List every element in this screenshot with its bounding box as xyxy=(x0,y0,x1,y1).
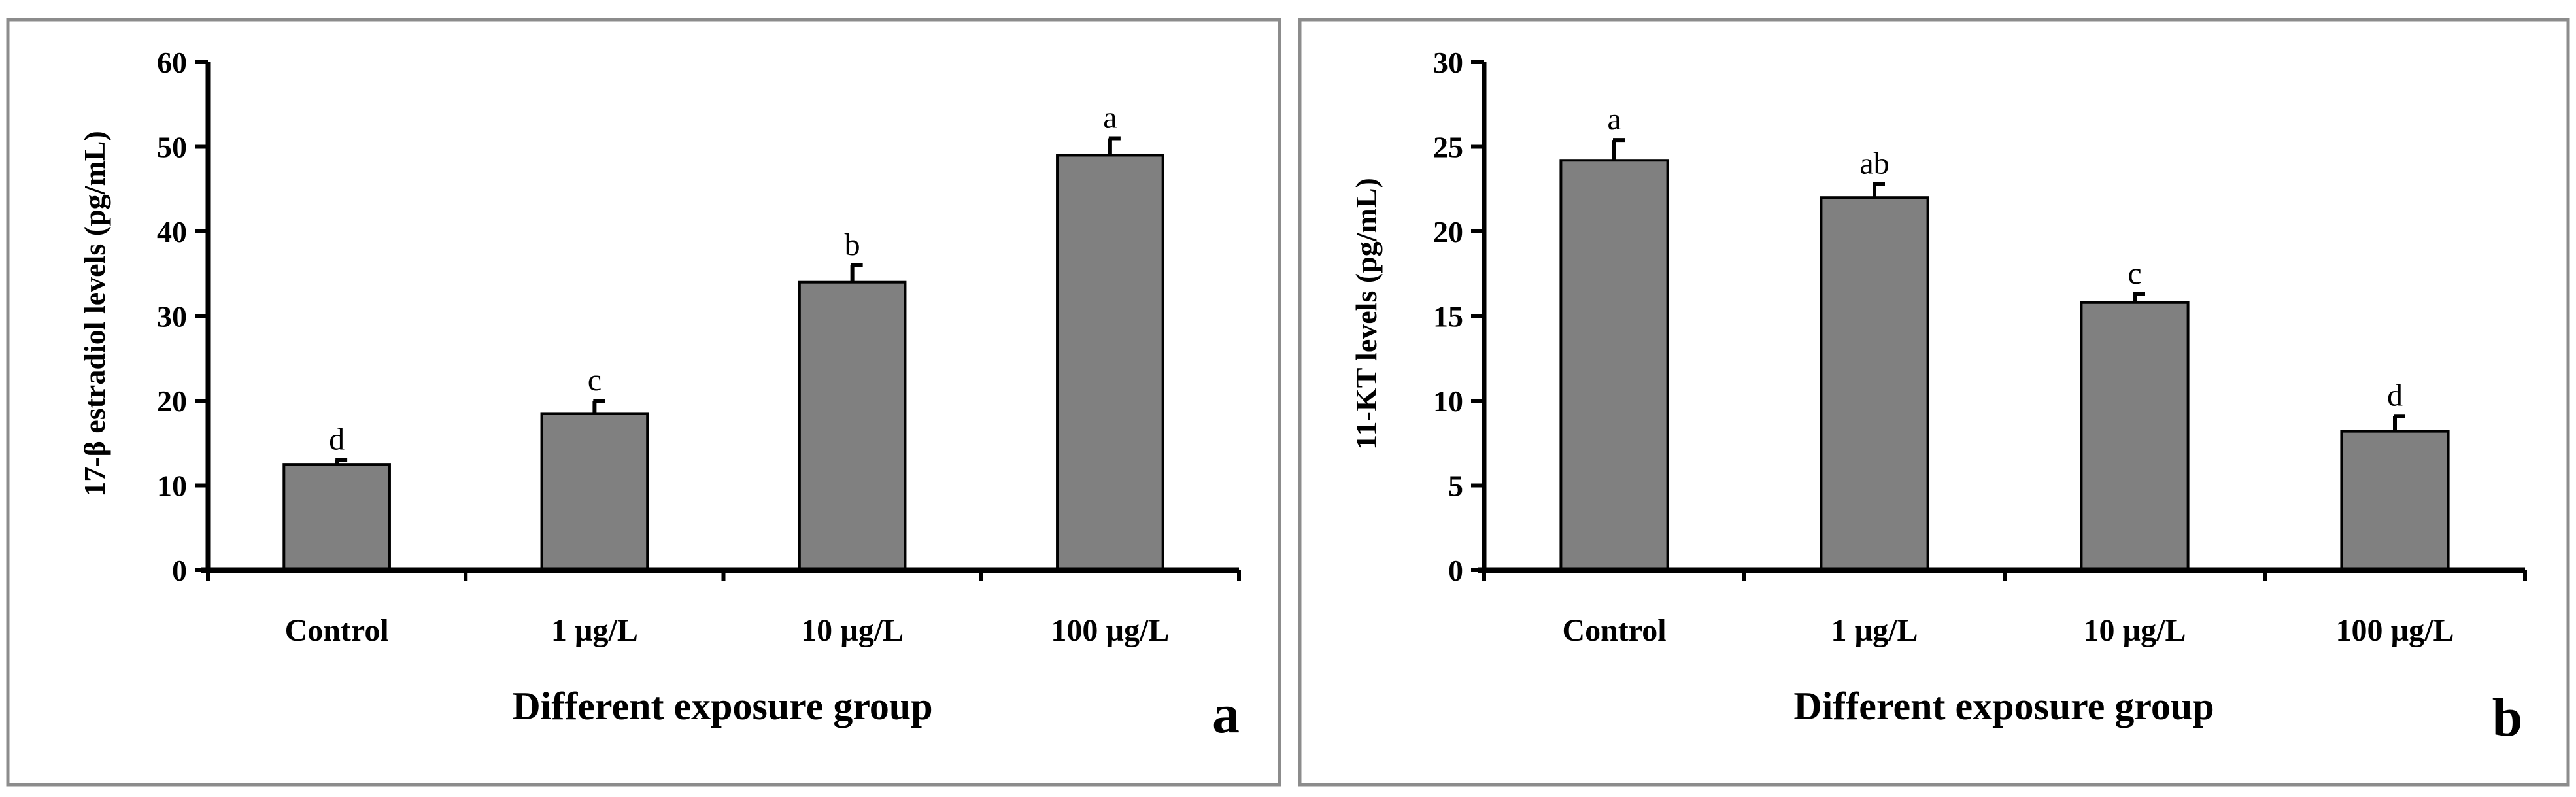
y-axis-label: 17-β estradiol levels (pg/mL) xyxy=(78,131,111,497)
significance-label-0: a xyxy=(1607,102,1621,137)
y-tick-label-4: 40 xyxy=(157,215,187,248)
y-tick-label-1: 10 xyxy=(157,469,187,503)
bar-0 xyxy=(1559,159,1669,572)
y-tick-label-1: 5 xyxy=(1448,469,1463,503)
panel-border xyxy=(6,18,1281,787)
y-tick-label-0: 0 xyxy=(1448,554,1463,587)
y-tick-label-3: 30 xyxy=(157,300,187,333)
x-tick-label-0: Control xyxy=(285,613,389,648)
significance-label-1: c xyxy=(588,363,602,398)
x-tick-label-3: 100 µg/L xyxy=(2335,613,2454,648)
x-tick-label-1: 1 µg/L xyxy=(551,613,638,648)
x-tick-label-0: Control xyxy=(1562,613,1666,648)
bar-1 xyxy=(540,412,649,571)
significance-label-3: d xyxy=(2387,378,2403,413)
significance-label-0: d xyxy=(329,422,345,457)
y-tick-label-0: 0 xyxy=(172,554,187,587)
y-tick-label-2: 10 xyxy=(1433,384,1463,418)
significance-label-2: c xyxy=(2127,256,2141,291)
x-tick-label-3: 100 µg/L xyxy=(1051,613,1169,648)
y-tick-label-6: 60 xyxy=(157,46,187,79)
plot-area: d Control c 1 µg/L b 10 µg/L a 100 µg/L 0 10 20 30 4… xyxy=(157,46,1241,648)
bar-3 xyxy=(1056,154,1164,571)
x-tick-label-2: 10 µg/L xyxy=(801,613,904,648)
bar-2 xyxy=(798,280,907,571)
significance-label-1: ab xyxy=(1859,146,1889,180)
chart-panel-a: 17-β estradiol levels (pg/mL) Different … xyxy=(6,18,1281,787)
y-tick-label-5: 50 xyxy=(157,131,187,164)
panel-label: b xyxy=(2492,687,2523,748)
y-axis-label: 11-KT levels (pg/mL) xyxy=(1349,178,1383,450)
panel-label: a xyxy=(1212,684,1240,745)
panel-border xyxy=(1298,18,2570,787)
x-tick-label-1: 1 µg/L xyxy=(1831,613,1918,648)
y-tick-label-4: 20 xyxy=(1433,215,1463,248)
plot-area: a Control ab 1 µg/L c 10 µg/L d 100 µg/L 0 5 10 15 2… xyxy=(1433,46,2527,648)
significance-label-2: b xyxy=(845,228,860,262)
y-tick-label-5: 25 xyxy=(1433,131,1463,164)
significance-label-3: a xyxy=(1103,101,1117,135)
x-tick-label-2: 10 µg/L xyxy=(2083,613,2186,648)
bar-1 xyxy=(1820,196,1929,571)
x-axis-label: Different exposure group xyxy=(512,685,932,728)
y-tick-label-6: 30 xyxy=(1433,46,1463,79)
bar-0 xyxy=(282,463,391,571)
y-tick-label-2: 20 xyxy=(157,384,187,418)
y-tick-label-3: 15 xyxy=(1433,300,1463,333)
chart-panel-b: 11-KT levels (pg/mL) Different exposure … xyxy=(1298,18,2570,787)
bar-2 xyxy=(2080,301,2190,571)
x-axis-label: Different exposure group xyxy=(1793,685,2214,728)
bar-3 xyxy=(2340,430,2450,571)
